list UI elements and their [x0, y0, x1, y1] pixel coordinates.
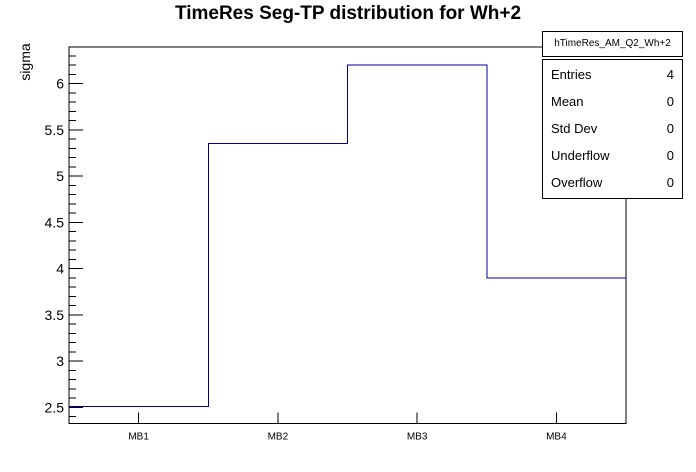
y-tick-label: 6	[56, 76, 64, 92]
stats-row-value: 0	[666, 94, 674, 110]
stats-row-label: Mean	[551, 94, 584, 110]
stats-row: Std Dev 0	[543, 120, 682, 136]
y-tick-label: 4.5	[45, 214, 65, 230]
stats-row-value: 0	[666, 174, 674, 190]
stats-row: Mean 0	[543, 95, 682, 109]
x-tick-label: MB4	[546, 432, 567, 443]
stats-row: Entries 4	[543, 68, 682, 82]
x-tick-label: MB3	[407, 432, 428, 443]
stats-box: hTimeRes_AM_Q2_Wh+2 Entries 4 Mean 0 Std…	[542, 31, 683, 199]
y-tick-label: 3	[56, 353, 64, 369]
stats-row-label: Overflow	[551, 174, 603, 190]
stats-row-label: Std Dev	[551, 120, 598, 136]
y-tick-label: 2.5	[45, 399, 65, 415]
stats-row: Overflow 0	[543, 174, 682, 190]
stats-row: Underflow 0	[543, 147, 682, 163]
stats-row-label: Entries	[551, 67, 592, 83]
stats-box-rows: Entries 4 Mean 0 Std Dev 0 Underflow 0 O…	[542, 59, 683, 199]
histogram-line	[69, 64, 626, 407]
y-tick-label: 4	[56, 261, 64, 277]
x-tick-label: MB2	[268, 432, 289, 443]
x-tick-label: MB1	[128, 432, 149, 443]
y-tick-label: 5.5	[45, 122, 65, 138]
stats-row-value: 0	[666, 147, 674, 163]
plot-frame	[68, 46, 627, 424]
stats-box-header: hTimeRes_AM_Q2_Wh+2	[542, 31, 683, 57]
stats-row-value: 4	[666, 67, 674, 83]
y-tick-label: 5	[56, 168, 64, 184]
chart-title: TimeRes Seg-TP distribution for Wh+2	[174, 3, 522, 24]
stats-row-label: Underflow	[551, 147, 610, 163]
y-tick-label: 3.5	[45, 307, 65, 323]
y-axis-title: sigma	[17, 43, 33, 81]
stats-row-value: 0	[666, 120, 674, 136]
